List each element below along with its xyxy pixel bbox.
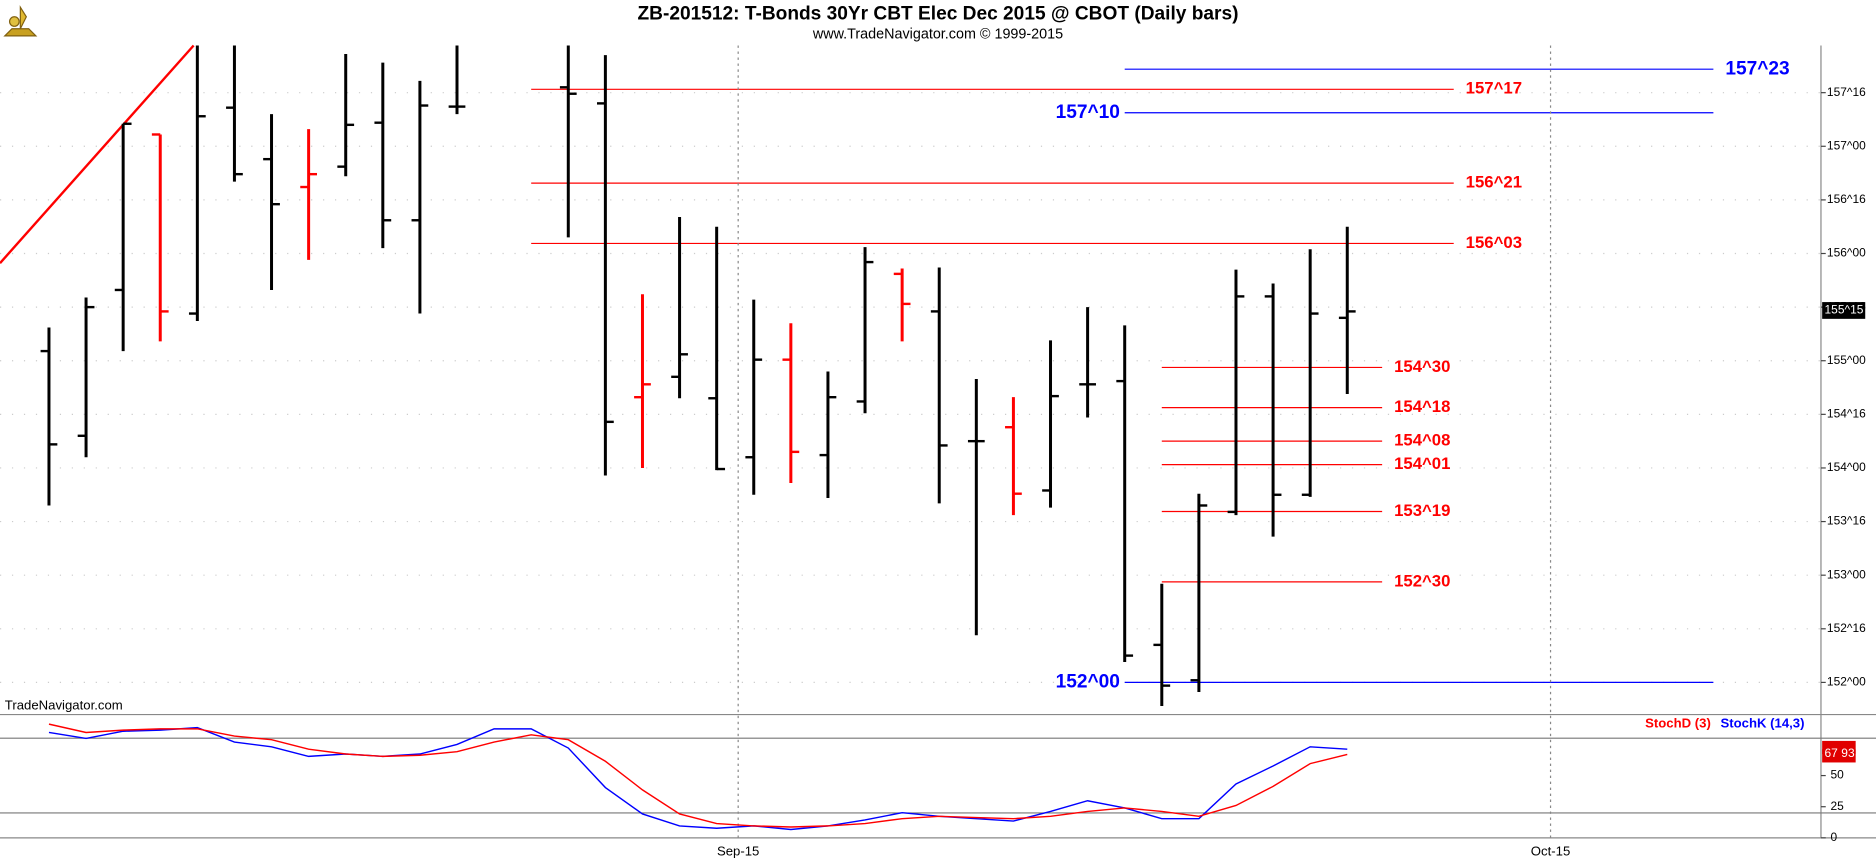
readout-box bbox=[1822, 749, 1856, 763]
x-tick-label: Oct-15 bbox=[1531, 844, 1570, 859]
stoch-line bbox=[48, 723, 1348, 828]
level-label: 157^23 bbox=[1725, 58, 1789, 79]
level-label: 153^19 bbox=[1394, 501, 1450, 520]
y-tick-label: 153^16 bbox=[1827, 514, 1866, 528]
last-price-label: 155^15 bbox=[1825, 303, 1864, 317]
x-tick-label: Sep-15 bbox=[717, 844, 759, 859]
level-label: 152^00 bbox=[1056, 671, 1120, 692]
stoch-line bbox=[48, 726, 1348, 831]
watermark: TradeNavigator.com bbox=[5, 698, 123, 713]
y-tick-label: 156^16 bbox=[1827, 192, 1866, 206]
chart-title: ZB-201512: T-Bonds 30Yr CBT Elec Dec 201… bbox=[638, 3, 1239, 24]
level-label: 156^21 bbox=[1466, 173, 1522, 192]
y-tick-label: 157^00 bbox=[1827, 138, 1866, 152]
level-label: 154^08 bbox=[1394, 431, 1450, 450]
chart-subtitle: www.TradeNavigator.com © 1999-2015 bbox=[812, 27, 1063, 43]
readout-label: 93 bbox=[1841, 746, 1855, 760]
y-tick-label: 0 bbox=[1831, 830, 1838, 844]
last-price-box bbox=[1822, 302, 1866, 319]
y-tick-label: 156^00 bbox=[1827, 246, 1866, 260]
y-tick-label: 157^16 bbox=[1827, 85, 1866, 99]
legend-entry: StochD (3) bbox=[1645, 716, 1711, 731]
legend-entry: StochK (14,3) bbox=[1720, 716, 1804, 731]
y-tick-label: 153^00 bbox=[1827, 567, 1866, 581]
level-label: 156^03 bbox=[1466, 233, 1522, 252]
y-tick-label: 154^00 bbox=[1827, 460, 1866, 474]
y-tick-label: 152^16 bbox=[1827, 621, 1866, 635]
level-label: 154^30 bbox=[1394, 357, 1450, 376]
y-tick-label: 154^16 bbox=[1827, 406, 1866, 420]
trendline bbox=[0, 44, 195, 264]
readout-label: 67 bbox=[1825, 746, 1839, 760]
y-tick-label: 152^00 bbox=[1827, 675, 1866, 689]
logo bbox=[3, 5, 38, 37]
level-label: 157^10 bbox=[1056, 102, 1120, 123]
level-label: 154^01 bbox=[1394, 454, 1450, 473]
level-label: 154^18 bbox=[1394, 397, 1450, 416]
level-label: 152^30 bbox=[1394, 571, 1450, 590]
y-tick-label: 50 bbox=[1831, 768, 1845, 782]
y-tick-label: 25 bbox=[1831, 799, 1845, 813]
level-label: 157^17 bbox=[1466, 79, 1522, 98]
y-tick-label: 155^00 bbox=[1827, 353, 1866, 367]
